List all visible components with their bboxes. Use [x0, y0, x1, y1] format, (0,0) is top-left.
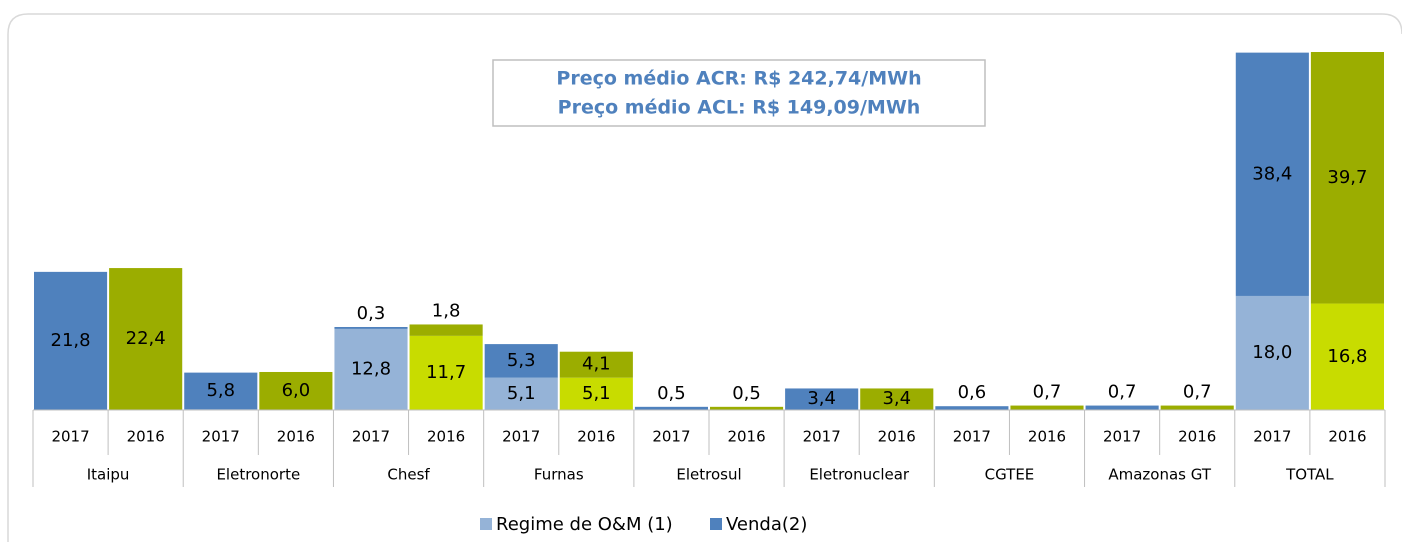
- value-label: 0,7: [1108, 382, 1137, 403]
- value-label: 3,4: [882, 388, 911, 409]
- value-label: 0,5: [732, 383, 761, 404]
- bar-segment: [409, 335, 483, 410]
- value-label: 3,4: [807, 388, 836, 409]
- x-tick-label: 2017: [652, 428, 690, 446]
- annotation: Preço médio ACR: R$ 242,74/MWh: [556, 68, 921, 90]
- x-tick-label: 2016: [727, 428, 765, 446]
- legend-label: Regime de O&M (1): [496, 514, 673, 535]
- bar-segment: [34, 271, 108, 410]
- value-label: 5,1: [507, 383, 536, 404]
- bar-segment: [1310, 303, 1384, 410]
- x-tick-label: 2016: [427, 428, 465, 446]
- bar-segment: [109, 268, 183, 410]
- value-label: 38,4: [1252, 163, 1292, 184]
- group-label: Chesf: [387, 466, 430, 484]
- legend-swatch: [480, 518, 492, 530]
- x-tick-label: 2016: [277, 428, 315, 446]
- x-tick-label: 2017: [803, 428, 841, 446]
- bar-segment: [1085, 405, 1159, 410]
- value-label: 11,7: [426, 362, 466, 383]
- x-tick-label: 2017: [51, 428, 89, 446]
- x-tick-label: 2017: [1103, 428, 1141, 446]
- bar-segment: [409, 324, 483, 336]
- value-label: 5,3: [507, 350, 536, 371]
- x-tick-label: 2017: [352, 428, 390, 446]
- annotation: Preço médio ACL: R$ 149,09/MWh: [558, 97, 921, 119]
- value-label: 16,8: [1327, 346, 1367, 367]
- bar-segment: [559, 351, 633, 378]
- bar-segment: [184, 372, 258, 410]
- bar-segment: [559, 377, 633, 410]
- value-label: 0,6: [958, 382, 987, 403]
- group-label: Eletronuclear: [809, 466, 910, 484]
- value-label: 12,8: [351, 358, 391, 379]
- value-label: 0,7: [1183, 382, 1212, 403]
- bar-segment: [484, 377, 558, 410]
- bar-segment: [1310, 52, 1384, 304]
- x-tick-label: 2017: [202, 428, 240, 446]
- x-tick-label: 2016: [1328, 428, 1366, 446]
- bar-segment: [710, 406, 784, 410]
- group-label: Furnas: [534, 466, 584, 484]
- x-tick-label: 2016: [577, 428, 615, 446]
- bar-segment: [860, 388, 934, 410]
- value-label: 5,1: [582, 383, 611, 404]
- chart-frame: [7, 13, 1402, 542]
- x-tick-label: 2016: [1028, 428, 1066, 446]
- value-label: 18,0: [1252, 342, 1292, 363]
- value-label: 5,8: [206, 380, 235, 401]
- bar-segment: [1160, 405, 1234, 410]
- x-tick-label: 2017: [953, 428, 991, 446]
- bar-segment: [785, 388, 859, 410]
- value-label: 0,7: [1033, 382, 1062, 403]
- bar-segment: [334, 326, 408, 329]
- value-label: 22,4: [126, 328, 166, 349]
- x-tick-label: 2017: [502, 428, 540, 446]
- bar-segment: [1235, 52, 1309, 296]
- group-label: CGTEE: [985, 466, 1035, 484]
- value-label: 4,1: [582, 354, 611, 375]
- bar-segment: [1235, 295, 1309, 410]
- group-label: Eletronorte: [216, 466, 300, 484]
- bar-segment: [1010, 405, 1084, 410]
- value-label: 39,7: [1327, 167, 1367, 188]
- x-tick-label: 2016: [127, 428, 165, 446]
- group-label: Eletrosul: [676, 466, 741, 484]
- group-label: Itaipu: [87, 466, 130, 484]
- x-tick-label: 2016: [878, 428, 916, 446]
- legend-label: Venda(2): [726, 514, 807, 535]
- group-label: TOTAL: [1285, 466, 1334, 484]
- x-tick-label: 2017: [1253, 428, 1291, 446]
- value-label: 6,0: [282, 380, 311, 401]
- value-label: 1,8: [432, 300, 461, 321]
- annotation-box: [492, 59, 986, 127]
- bar-segment: [259, 371, 333, 410]
- value-label: 0,5: [657, 383, 686, 404]
- x-tick-label: 2016: [1178, 428, 1216, 446]
- group-label: Amazonas GT: [1108, 466, 1211, 484]
- value-label: 0,3: [357, 303, 386, 324]
- bar-segment: [935, 406, 1009, 410]
- value-label: 21,8: [51, 330, 91, 351]
- bar-segment: [634, 406, 708, 410]
- bar-segment: [484, 344, 558, 378]
- legend-swatch: [710, 518, 722, 530]
- bar-segment: [334, 328, 408, 410]
